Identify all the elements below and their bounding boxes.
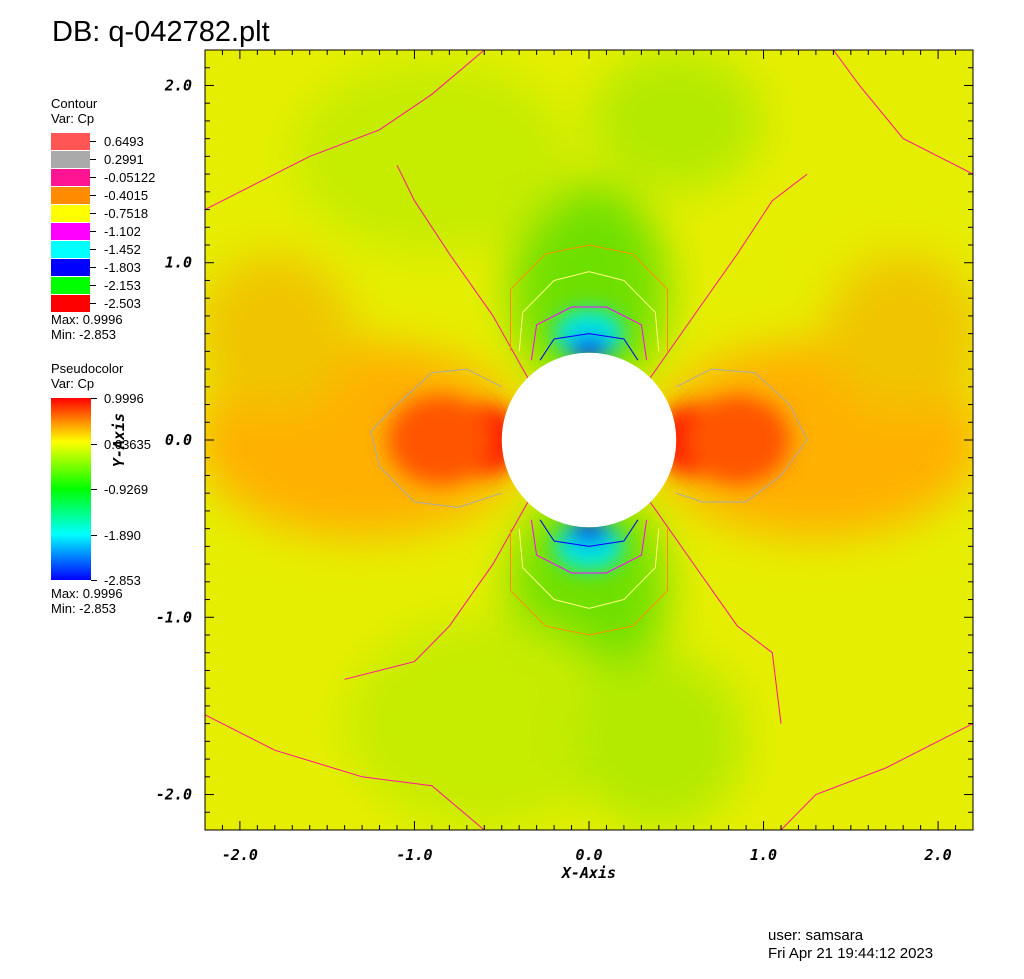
field-region bbox=[292, 58, 572, 254]
pseudocolor-tick bbox=[91, 489, 97, 490]
cylinder-obstacle bbox=[501, 352, 677, 528]
field-region bbox=[589, 50, 764, 192]
field-region bbox=[824, 253, 973, 414]
contour-legend-swatch bbox=[51, 295, 90, 312]
contour-legend-swatch bbox=[51, 223, 90, 240]
contour-line bbox=[539, 519, 639, 547]
y-axis-label: Y-Axis bbox=[110, 413, 128, 467]
field-region bbox=[571, 652, 747, 830]
contour-legend-var: Var: Cp bbox=[51, 111, 95, 126]
field-region bbox=[344, 617, 624, 830]
contour-legend-tick bbox=[90, 231, 96, 232]
contour-legend-value: -1.102 bbox=[104, 224, 141, 239]
contour-legend-value: -1.452 bbox=[104, 242, 141, 257]
pseudocolor-colorbar bbox=[51, 398, 91, 580]
contour-legend-tick bbox=[90, 177, 96, 178]
contour-line bbox=[676, 368, 808, 503]
contour-legend-swatch bbox=[51, 241, 90, 258]
pseudocolor-legend-var: Var: Cp bbox=[51, 376, 95, 391]
pseudocolor-tick-label: 0.03635 bbox=[104, 437, 151, 452]
contour-line bbox=[649, 501, 782, 724]
field-region bbox=[510, 182, 668, 396]
y-tick-label: -2.0 bbox=[156, 786, 192, 804]
contour-line bbox=[370, 368, 502, 508]
contour-legend-value: 0.2991 bbox=[104, 152, 144, 167]
heatmap-field bbox=[205, 50, 973, 830]
pseudocolor-tick-label: -2.853 bbox=[104, 573, 141, 588]
contour-line bbox=[510, 244, 668, 352]
x-tick-label: 2.0 bbox=[924, 846, 952, 864]
field-region bbox=[388, 395, 493, 485]
pseudocolor-tick bbox=[91, 580, 97, 581]
footer-user: user: samsara bbox=[768, 927, 864, 944]
field-region bbox=[685, 395, 790, 485]
field-region bbox=[205, 253, 354, 414]
db-title: DB: q-042782.plt bbox=[52, 16, 270, 48]
x-axis-label: X-Axis bbox=[560, 864, 616, 882]
contour-legend-value: -0.7518 bbox=[104, 206, 149, 221]
contour-legend-value: -2.503 bbox=[104, 296, 141, 311]
y-tick-label: 1.0 bbox=[165, 254, 192, 272]
contour-legend-tick bbox=[90, 249, 96, 250]
pseudocolor-legend-heading: Pseudocolor bbox=[51, 361, 124, 376]
x-tick-label: 1.0 bbox=[750, 846, 777, 864]
contour-legend-value: -2.153 bbox=[104, 278, 141, 293]
contour-legend-value: -0.4015 bbox=[104, 188, 149, 203]
footer-date: Fri Apr 21 19:44:12 2023 bbox=[768, 945, 934, 962]
contour-line bbox=[539, 333, 639, 361]
contour-legend-tick bbox=[90, 303, 96, 304]
contour-line bbox=[518, 271, 660, 352]
contour-legend-tick bbox=[90, 195, 96, 196]
contour-legend-swatch bbox=[51, 277, 90, 294]
x-tick-label: 0.0 bbox=[575, 846, 602, 864]
contour-legend-heading: Contour bbox=[51, 96, 98, 111]
x-tick-label: -1.0 bbox=[396, 846, 432, 864]
contour-legend-swatch bbox=[51, 259, 90, 276]
contour-line bbox=[530, 306, 648, 361]
pseudocolor-tick-label: -0.9269 bbox=[104, 482, 149, 497]
contour-legend-tick bbox=[90, 267, 96, 268]
x-tick-label: -2.0 bbox=[222, 846, 258, 864]
contour-legend-min: Min: -2.853 bbox=[51, 327, 117, 342]
contour-legend-tick bbox=[90, 141, 96, 142]
contour-line bbox=[518, 528, 660, 609]
contour-legend-swatch bbox=[51, 151, 90, 168]
pseudocolor-tick bbox=[91, 535, 97, 536]
contour-legend-value: -1.803 bbox=[104, 260, 141, 275]
contour-line bbox=[510, 528, 668, 636]
pseudocolor-legend-max: Max: 0.9996 bbox=[51, 586, 123, 601]
contour-legend-swatch bbox=[51, 169, 90, 186]
pseudocolor-legend-min: Min: -2.853 bbox=[51, 601, 117, 616]
contour-line bbox=[205, 50, 485, 210]
contour-line bbox=[344, 501, 529, 680]
y-tick-label: 0.0 bbox=[165, 431, 192, 449]
field-region bbox=[568, 521, 610, 543]
contour-line bbox=[780, 723, 973, 830]
pseudocolor-tick-label: 0.9996 bbox=[104, 391, 144, 406]
pseudocolor-tick bbox=[91, 444, 97, 445]
contour-legend-value: 0.6493 bbox=[104, 134, 144, 149]
contour-legend-tick bbox=[90, 213, 96, 214]
contour-legend-swatch bbox=[51, 187, 90, 204]
contour-legend-max: Max: 0.9996 bbox=[51, 312, 123, 327]
contour-line bbox=[396, 164, 529, 379]
y-tick-label: 2.0 bbox=[164, 76, 192, 94]
contour-line bbox=[530, 519, 648, 574]
field-region bbox=[568, 337, 610, 359]
contour-legend-value: -0.05122 bbox=[104, 170, 156, 185]
pseudocolor-tick-label: -1.890 bbox=[104, 528, 141, 543]
contour-line bbox=[205, 714, 485, 830]
contour-line bbox=[649, 173, 808, 379]
contour-legend-swatch bbox=[51, 205, 90, 222]
pseudocolor-tick bbox=[91, 398, 97, 399]
contour-legend-tick bbox=[90, 285, 96, 286]
y-tick-label: -1.0 bbox=[156, 608, 192, 626]
contour-legend-swatch bbox=[51, 133, 90, 150]
contour-legend-tick bbox=[90, 159, 96, 160]
contour-line bbox=[832, 50, 973, 175]
